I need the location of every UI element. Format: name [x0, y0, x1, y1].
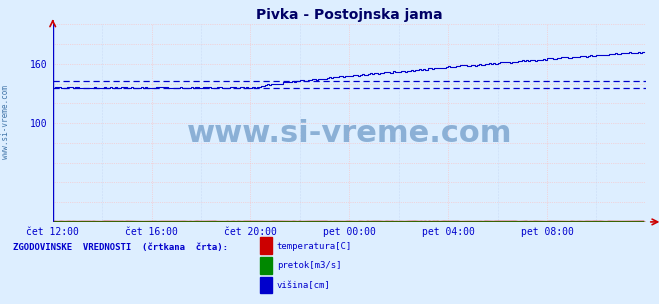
Title: Pivka - Postojnska jama: Pivka - Postojnska jama	[256, 8, 443, 22]
Text: temperatura[C]: temperatura[C]	[277, 242, 352, 251]
Text: www.si-vreme.com: www.si-vreme.com	[186, 119, 512, 147]
Text: pretok[m3/s]: pretok[m3/s]	[277, 261, 341, 271]
Text: www.si-vreme.com: www.si-vreme.com	[1, 85, 10, 159]
Text: ZGODOVINSKE  VREDNOSTI  (črtkana  črta):: ZGODOVINSKE VREDNOSTI (črtkana črta):	[13, 243, 228, 252]
Text: višina[cm]: višina[cm]	[277, 281, 331, 290]
